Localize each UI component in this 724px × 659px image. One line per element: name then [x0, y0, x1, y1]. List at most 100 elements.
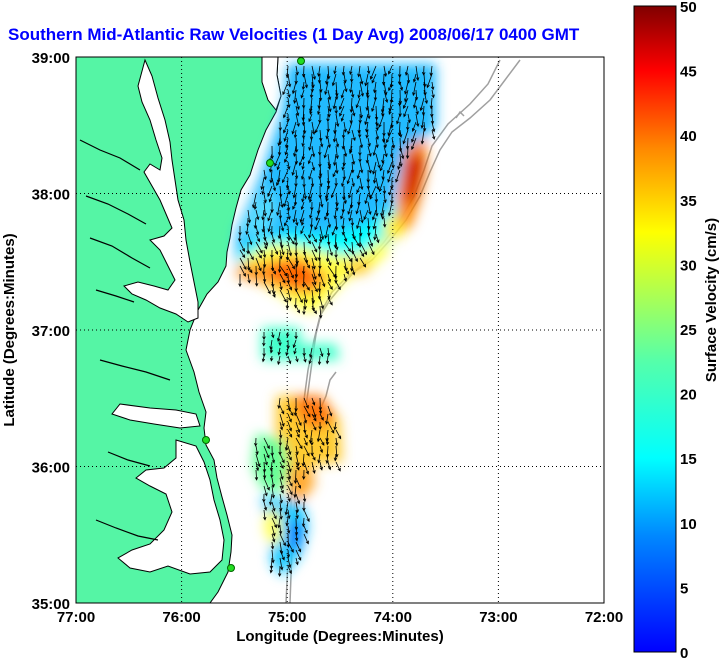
- velocity-arrow: [375, 153, 381, 169]
- velocity-arrow: [311, 257, 316, 270]
- velocity-arrow: [334, 273, 338, 284]
- velocity-arrow: [339, 105, 345, 117]
- velocity-arrow: [294, 265, 299, 279]
- velocity-arrow: [287, 241, 293, 257]
- velocity-arrow: [293, 485, 297, 499]
- velocity-arrow: [295, 305, 300, 314]
- velocity-arrow: [239, 257, 247, 270]
- velocity-arrow: [341, 129, 346, 139]
- velocity-arrow: [340, 209, 345, 220]
- velocity-arrow: [271, 501, 276, 512]
- velocity-arrow: [358, 234, 362, 248]
- velocity-arrow: [307, 153, 313, 165]
- velocity-arrow: [279, 249, 283, 260]
- x-tick-label: 76:00: [162, 609, 200, 626]
- velocity-arrow: [302, 306, 306, 315]
- velocity-arrow: [342, 153, 346, 167]
- velocity-arrow: [397, 161, 401, 170]
- velocity-arrow: [287, 89, 291, 99]
- velocity-arrow: [375, 177, 380, 191]
- velocity-arrow: [279, 493, 283, 504]
- velocity-arrow: [372, 217, 377, 230]
- velocity-arrow: [431, 89, 435, 99]
- velocity-arrow: [375, 129, 380, 141]
- velocity-arrow: [262, 332, 266, 341]
- velocity-arrow: [271, 509, 277, 520]
- velocity-arrow: [326, 347, 331, 357]
- velocity-arrow: [239, 249, 246, 259]
- velocity-arrow: [323, 145, 329, 159]
- velocity-arrow: [375, 201, 379, 217]
- velocity-arrow: [355, 201, 361, 215]
- velocity-arrow: [327, 257, 332, 267]
- velocity-arrow: [349, 113, 353, 125]
- velocity-arrow: [303, 289, 308, 304]
- velocity-arrow: [371, 73, 377, 84]
- velocity-arrow: [327, 281, 333, 290]
- velocity-arrow: [399, 153, 403, 168]
- radar-site-2: [266, 159, 274, 167]
- velocity-arrow: [239, 241, 245, 252]
- velocity-arrow: [294, 331, 298, 340]
- velocity-arrow: [374, 193, 379, 203]
- velocity-arrow: [311, 273, 317, 286]
- velocity-arrow: [287, 185, 291, 195]
- velocity-arrow: [277, 517, 281, 529]
- velocity-arrow: [311, 421, 317, 431]
- velocity-arrow: [325, 355, 330, 365]
- velocity-vectors: [238, 65, 436, 577]
- velocity-arrow: [262, 493, 266, 503]
- velocity-arrow: [411, 129, 417, 143]
- velocity-arrow: [422, 121, 427, 132]
- velocity-arrow: [276, 331, 281, 342]
- velocity-arrow: [335, 145, 339, 160]
- velocity-arrow: [327, 137, 331, 149]
- colorbar-label: Surface Velocity (cm/s): [703, 218, 720, 382]
- velocity-arrow: [311, 233, 317, 243]
- velocity-arrow: [327, 461, 332, 471]
- velocity-arrow: [283, 193, 289, 208]
- velocity-arrow: [426, 73, 433, 89]
- velocity-arrow: [308, 355, 313, 365]
- velocity-arrow: [300, 217, 305, 226]
- y-tick-label: 35:00: [32, 596, 70, 613]
- velocity-arrow: [325, 193, 329, 202]
- velocity-arrow: [379, 161, 385, 172]
- velocity-arrow: [292, 185, 297, 199]
- velocity-arrow: [263, 241, 268, 250]
- velocity-arrow: [261, 209, 265, 221]
- velocity-arrow: [267, 185, 273, 198]
- velocity-arrow: [287, 161, 291, 171]
- velocity-arrow: [317, 73, 322, 84]
- velocity-arrow: [343, 193, 347, 205]
- velocity-arrow: [303, 185, 307, 200]
- velocity-arrow: [404, 89, 409, 103]
- velocity-arrow: [421, 65, 426, 76]
- velocity-arrow: [373, 225, 377, 241]
- velocity-arrow: [269, 347, 274, 354]
- velocity-arrow: [285, 297, 290, 310]
- velocity-arrow: [365, 129, 369, 139]
- velocity-arrow: [287, 461, 292, 473]
- velocity-arrow: [431, 121, 436, 133]
- velocity-arrow: [287, 209, 291, 221]
- velocity-arrow: [402, 129, 409, 145]
- velocity-arrow: [351, 153, 356, 166]
- velocity-arrow: [315, 209, 321, 222]
- velocity-arrow: [319, 437, 325, 446]
- velocity-arrow: [295, 421, 301, 434]
- velocity-arrow: [261, 185, 265, 195]
- velocity-arrow: [317, 105, 321, 116]
- velocity-arrow: [303, 397, 309, 409]
- velocity-arrow: [369, 185, 377, 200]
- velocity-arrow: [282, 105, 289, 119]
- velocity-arrow: [318, 421, 322, 430]
- velocity-arrow: [294, 137, 299, 153]
- velocity-arrow: [271, 177, 277, 192]
- velocity-arrow: [335, 281, 341, 291]
- velocity-arrow: [279, 485, 284, 494]
- velocity-arrow: [343, 73, 347, 84]
- velocity-arrow: [311, 413, 317, 422]
- velocity-arrow: [415, 65, 420, 82]
- pamlico-sound: [117, 439, 225, 575]
